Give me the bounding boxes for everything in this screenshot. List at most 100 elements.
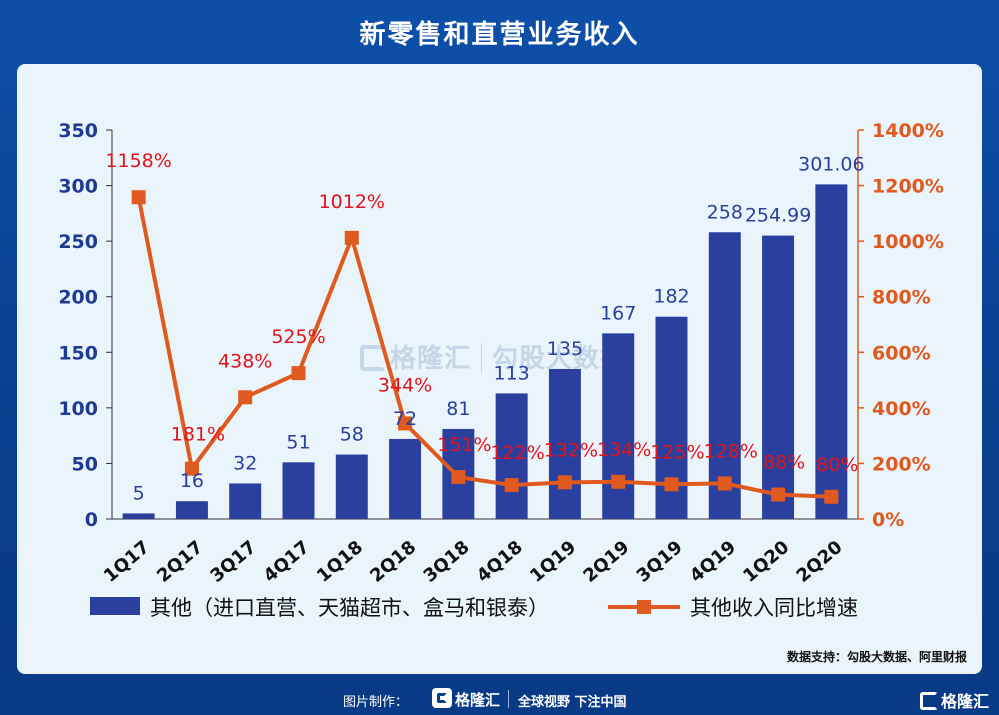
- corner-logo-icon: [919, 692, 938, 710]
- right-tick-label: 400%: [872, 398, 931, 420]
- x-tick-label: 2Q19: [579, 537, 633, 587]
- corner-brand: 格隆汇: [940, 692, 989, 711]
- bar: [495, 393, 528, 519]
- bar-value-label: 135: [547, 338, 583, 360]
- left-tick-label: 350: [58, 120, 98, 142]
- x-tick-label: 4Q18: [473, 537, 527, 587]
- left-tick-label: 300: [58, 176, 98, 198]
- footer-credit: 图片制作：: [343, 695, 409, 710]
- bar: [602, 333, 635, 519]
- x-tick-label: 1Q19: [526, 537, 580, 587]
- footer-slogan: 全球视野 下注中国: [518, 695, 627, 710]
- legend-line-label: 其他收入同比增速: [690, 596, 858, 620]
- right-tick-label: 1000%: [872, 231, 944, 253]
- line-point: [824, 489, 839, 504]
- line-value-label: 151%: [437, 434, 491, 456]
- bar-value-label: 72: [393, 408, 417, 430]
- bar: [708, 232, 741, 519]
- watermark-divider: [481, 343, 483, 373]
- left-tick-label: 100: [58, 398, 98, 420]
- line-value-label: 525%: [271, 326, 325, 348]
- line-value-label: 1012%: [319, 191, 385, 213]
- bar-value-label: 167: [600, 302, 636, 324]
- line-value-label: 438%: [218, 350, 272, 372]
- bar-value-label: 16: [180, 470, 204, 492]
- right-tick-label: 0%: [872, 509, 904, 531]
- bar: [389, 438, 422, 519]
- left-tick-label: 250: [58, 231, 98, 253]
- x-tick-label: 2Q20: [793, 537, 847, 587]
- line-point: [184, 461, 199, 476]
- bar: [122, 513, 155, 519]
- x-tick-label: 4Q19: [686, 537, 740, 587]
- footer-bar: 图片制作： 格隆汇 全球视野 下注中国: [0, 682, 999, 715]
- right-tick-label: 600%: [872, 342, 931, 364]
- x-tick-label: 3Q18: [420, 537, 474, 587]
- x-tick-label: 2Q18: [366, 537, 420, 587]
- chart-title: 新零售和直营业务收入: [359, 20, 640, 50]
- bar-value-label: 5: [133, 482, 145, 504]
- left-tick-label: 50: [72, 453, 98, 475]
- bar: [282, 462, 315, 519]
- line-point: [291, 366, 306, 381]
- right-tick-label: 1200%: [872, 176, 944, 198]
- bar-value-label: 113: [494, 362, 530, 384]
- x-tick-label: 1Q17: [100, 537, 154, 587]
- line-value-label: 181%: [171, 424, 225, 446]
- line-point: [398, 416, 413, 431]
- x-tick-label: 4Q17: [260, 537, 314, 587]
- x-tick-label: 3Q17: [206, 537, 260, 587]
- line-value-label: 122%: [490, 442, 544, 464]
- line-point: [611, 474, 626, 489]
- bars-group: [122, 184, 848, 519]
- growth-line: [136, 196, 832, 499]
- footer-divider: [508, 690, 509, 708]
- bar-value-label: 81: [446, 398, 470, 420]
- data-labels-group: 5 16 32 51 58 72 81 113 135 167 182 258 254.99 301.06…: [105, 150, 864, 504]
- line-point: [238, 390, 253, 405]
- bar-value-label: 258: [707, 201, 743, 223]
- right-tick-label: 800%: [872, 287, 931, 309]
- bar-value-label: 58: [340, 424, 364, 446]
- watermark-brand: 格隆汇: [390, 344, 472, 374]
- line-point: [664, 477, 679, 492]
- legend-bar-swatch: [90, 597, 140, 615]
- right-tick-label: 200%: [872, 453, 931, 475]
- bar: [548, 368, 581, 519]
- left-tick-label: 150: [58, 342, 98, 364]
- line-point: [717, 476, 732, 491]
- bar: [335, 454, 368, 519]
- legend-group: 其他（进口直营、天猫超市、盒马和银泰） 其他收入同比增速: [90, 596, 858, 620]
- bar: [762, 235, 795, 519]
- bar-value-label: 182: [653, 286, 689, 308]
- x-tick-label: 2Q17: [153, 537, 207, 587]
- footer-brand: 格隆汇: [455, 691, 501, 709]
- corner-logo: 格隆汇: [919, 688, 989, 712]
- line-value-label: 1158%: [105, 150, 171, 172]
- line-value-label: 125%: [650, 441, 704, 463]
- line-group: [131, 190, 839, 504]
- right-tick-label: 1400%: [872, 120, 944, 142]
- left-tick-label: 200: [58, 287, 98, 309]
- line-point: [504, 478, 519, 493]
- legend-bar-label: 其他（进口直营、天猫超市、盒马和银泰）: [150, 596, 549, 620]
- x-tick-label: 1Q18: [313, 537, 367, 587]
- line-value-label: 128%: [704, 440, 758, 462]
- bar-value-label: 254.99: [745, 205, 811, 227]
- line-point: [557, 475, 572, 490]
- bar-value-label: 32: [233, 452, 257, 474]
- line-value-label: 134%: [597, 439, 651, 461]
- left-tick-label: 0: [85, 509, 98, 531]
- line-point: [131, 190, 146, 205]
- bar: [175, 501, 208, 519]
- line-value-label: 80%: [816, 454, 858, 476]
- bar-value-label: 301.06: [798, 153, 864, 175]
- line-point: [771, 487, 786, 502]
- footer-logo-icon: [432, 688, 452, 708]
- line-value-label: 344%: [378, 374, 432, 396]
- bar: [815, 184, 848, 519]
- line-value-label: 132%: [544, 439, 598, 461]
- bar-value-label: 51: [286, 431, 310, 453]
- bar: [229, 483, 262, 519]
